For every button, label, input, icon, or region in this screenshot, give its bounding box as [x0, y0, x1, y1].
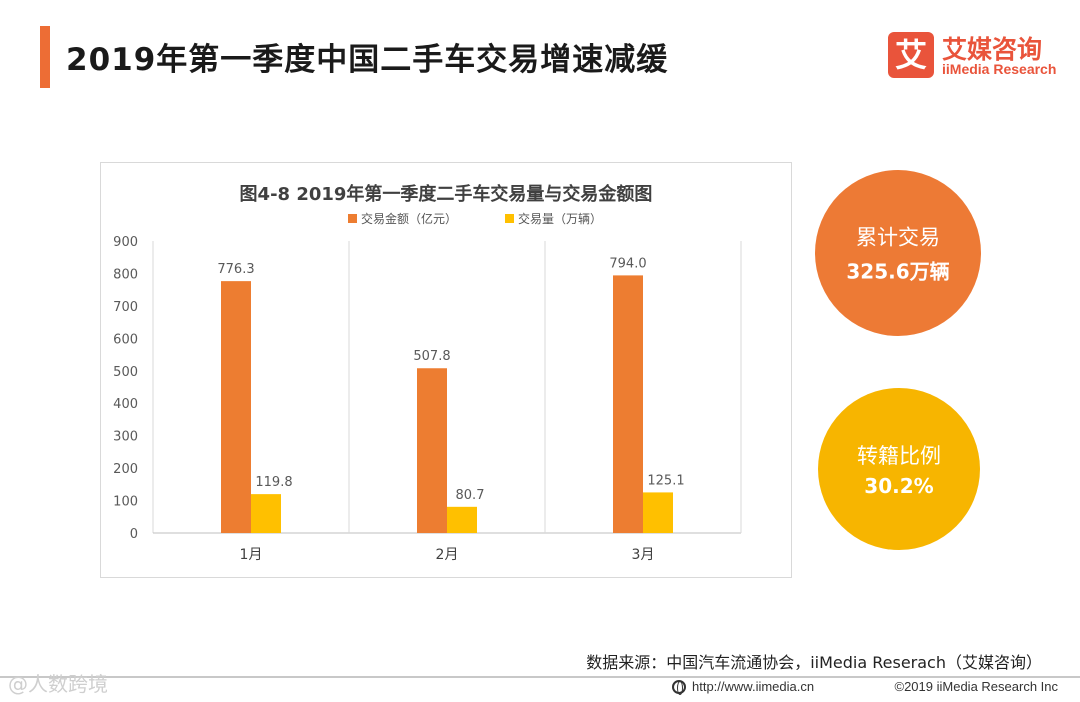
- watermark: @人数跨境: [8, 672, 108, 696]
- data-label: 119.8: [255, 475, 292, 490]
- logo-subtitle: iiMedia Research: [942, 61, 1057, 77]
- x-tick-label: 2月: [436, 547, 459, 563]
- bar: [221, 281, 251, 533]
- footer-divider: [0, 676, 1080, 678]
- x-tick-label: 3月: [632, 547, 655, 563]
- chart-title: 图4-8 2019年第一季度二手车交易量与交易金额图: [240, 183, 653, 205]
- data-label: 776.3: [217, 262, 254, 277]
- logo-name: 艾媒咨询: [942, 35, 1043, 64]
- data-source-note: 数据来源：中国汽车流通协会，iiMedia Reserach（艾媒咨询）: [586, 653, 1042, 672]
- data-label: 794.0: [609, 256, 646, 271]
- y-tick-label: 100: [113, 495, 138, 510]
- title-accent-bar: [40, 26, 50, 88]
- y-tick-label: 200: [113, 462, 138, 477]
- bar: [251, 494, 281, 533]
- transfer-ratio-bubble: 转籍比例 30.2%: [818, 388, 980, 550]
- bar: [447, 506, 477, 533]
- legend-label: 交易量（万辆）: [518, 211, 602, 226]
- logo-icon: 艾: [888, 32, 934, 78]
- chart-panel: 图4-8 2019年第一季度二手车交易量与交易金额图交易金额（亿元） 交易量（万辆…: [100, 162, 792, 578]
- brand-logo: 艾 艾媒咨询 iiMedia Research: [888, 28, 1058, 82]
- bubble-label: 累计交易: [856, 225, 940, 250]
- total-volume-bubble: 累计交易 325.6万辆: [815, 170, 981, 336]
- y-tick-label: 600: [113, 332, 138, 347]
- bar: [613, 275, 643, 533]
- y-tick-label: 800: [113, 267, 138, 282]
- bubble-value: 30.2%: [864, 474, 934, 498]
- globe-icon: [672, 680, 686, 695]
- footer-copyright: ©2019 iiMedia Research Inc: [894, 679, 1059, 694]
- y-tick-label: 500: [113, 365, 138, 380]
- bar: [417, 368, 447, 533]
- y-tick-label: 900: [113, 235, 138, 250]
- bar: [643, 492, 673, 533]
- data-label: 507.8: [413, 349, 450, 364]
- page-title: 2019年第一季度中国二手车交易增速减缓: [66, 42, 669, 78]
- y-tick-label: 300: [113, 430, 138, 445]
- x-tick-label: 1月: [240, 547, 263, 563]
- bubble-value: 325.6万辆: [846, 259, 950, 284]
- y-tick-label: 0: [130, 527, 138, 542]
- y-tick-label: 400: [113, 397, 138, 412]
- data-label: 125.1: [647, 473, 684, 488]
- y-tick-label: 700: [113, 300, 138, 315]
- legend-swatch: [348, 214, 357, 223]
- footer-url-text[interactable]: http://www.iimedia.cn: [692, 679, 815, 694]
- bubble-label: 转籍比例: [857, 444, 941, 468]
- footer-url[interactable]: http://www.iimedia.cn: [672, 679, 815, 695]
- legend-label: 交易金额（亿元）: [361, 211, 457, 226]
- data-label: 80.7: [456, 488, 485, 503]
- legend-swatch: [505, 214, 514, 223]
